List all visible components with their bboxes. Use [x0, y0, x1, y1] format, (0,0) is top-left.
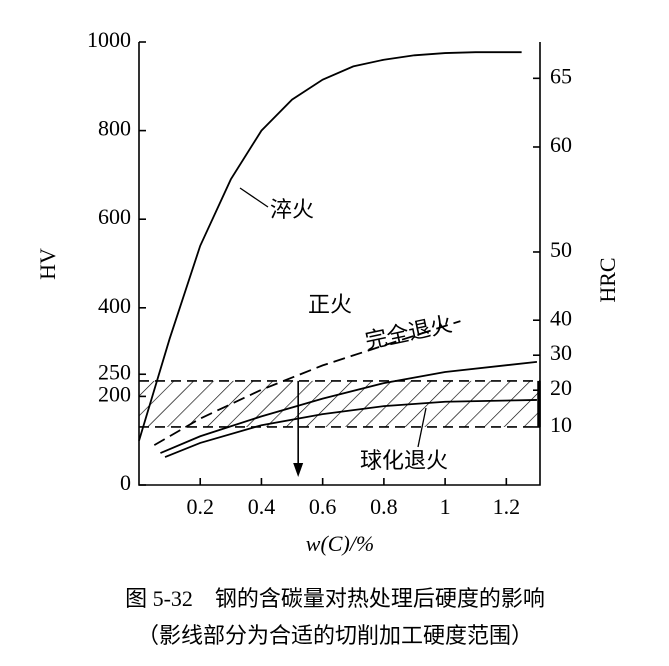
series-label: 淬火	[270, 197, 314, 222]
y2-tick-label: 40	[550, 305, 572, 330]
y2-tick-label: 60	[550, 132, 572, 157]
x-tick-label: 1	[440, 494, 451, 519]
y-tick-label: 0	[120, 470, 131, 495]
series-label: 完全退火	[363, 311, 454, 354]
y-tick-label: 250	[98, 359, 131, 384]
y-axis-label: HV	[35, 248, 60, 280]
series-line	[164, 399, 537, 458]
series-line	[138, 51, 522, 441]
y2-tick-label: 20	[550, 375, 572, 400]
y2-tick-label: 10	[550, 412, 572, 437]
series-line	[160, 360, 538, 454]
caption: 图 5-32 钢的含碳量对热处理后硬度的影响	[125, 586, 545, 611]
x-tick-label: 0.8	[370, 494, 398, 519]
x-tick-label: 0.2	[186, 494, 214, 519]
leader-line	[417, 407, 427, 448]
y-tick-label: 800	[98, 116, 131, 141]
y2-tick-label: 65	[550, 63, 572, 88]
arrow-head	[293, 463, 304, 477]
axes	[138, 42, 541, 486]
y-tick-label: 1000	[87, 27, 131, 52]
y-tick-label: 400	[98, 293, 131, 318]
y2-tick-label: 30	[550, 340, 572, 365]
y-tick-label: 600	[98, 204, 131, 229]
x-axis-label: w(C)/%	[306, 531, 374, 556]
series-line	[153, 320, 461, 446]
y2-tick-label: 50	[550, 237, 572, 262]
y2-axis-label: HRC	[595, 257, 620, 302]
y-tick-label: 200	[98, 381, 131, 406]
x-tick-label: 0.4	[248, 494, 276, 519]
hatch-band	[139, 380, 540, 427]
series-label: 正火	[308, 292, 352, 317]
x-tick-label: 0.6	[309, 494, 337, 519]
leader-line	[239, 187, 269, 208]
series-label: 球化退火	[360, 448, 448, 473]
x-tick-label: 1.2	[493, 494, 521, 519]
caption: （影线部分为合适的切削加工硬度范围）	[137, 623, 533, 648]
